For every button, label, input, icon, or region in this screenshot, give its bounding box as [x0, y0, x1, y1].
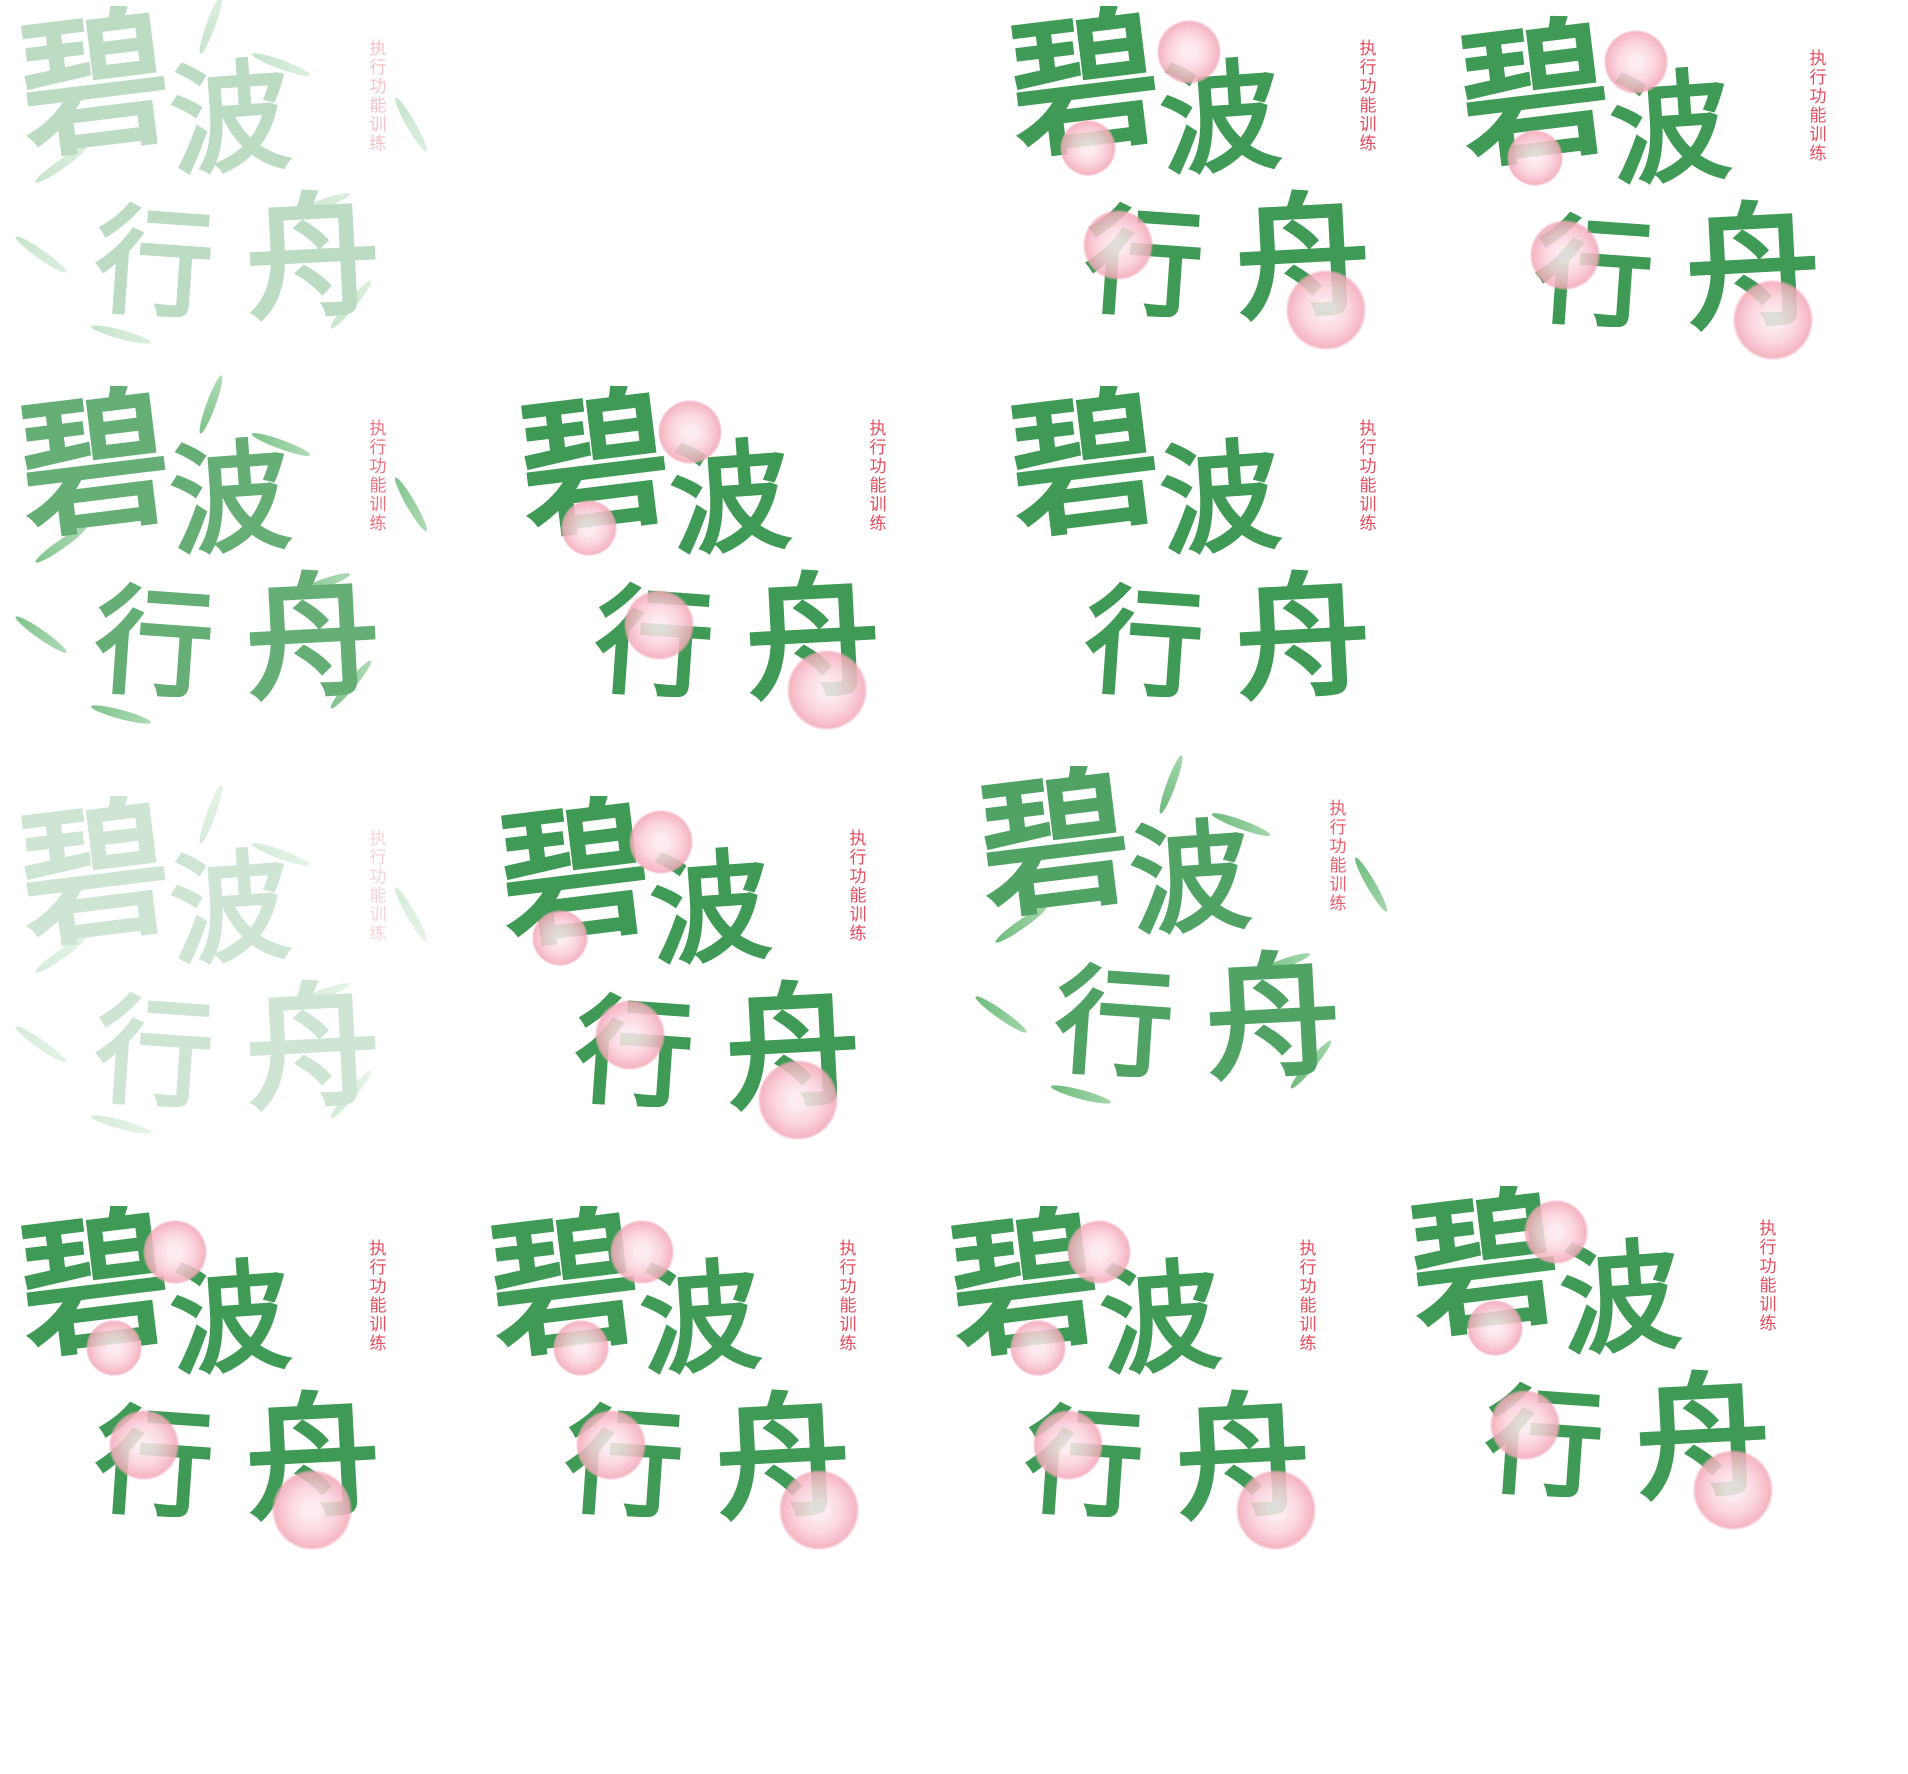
title-char: 行	[1530, 200, 1658, 347]
title-char: 碧	[479, 1188, 651, 1382]
subtitle-caption: 执行功能训练	[1359, 39, 1377, 154]
title-logo-frame-2: 碧波行舟 执行功能训练	[990, 0, 1450, 390]
title-char: 波	[1125, 804, 1255, 955]
bamboo-leaf-icon	[391, 95, 431, 154]
title-logo-frame-5: 碧波行舟 执行功能训练	[500, 368, 960, 770]
title-char: 碧	[9, 368, 181, 562]
bamboo-leaf-icon	[13, 233, 69, 276]
title-char: 波	[645, 834, 775, 985]
title-char: 波	[165, 44, 295, 195]
title-char: 碧	[509, 368, 681, 562]
title-char: 舟	[1230, 554, 1375, 721]
title-logo-frame-3: 碧波行舟 执行功能训练	[1440, 0, 1900, 400]
title-logo-frame-9: 碧波行舟 执行功能训练	[960, 748, 1420, 1150]
bamboo-leaf-icon	[1351, 855, 1391, 914]
title-char: 波	[1605, 54, 1735, 205]
title-char: 舟	[1680, 184, 1825, 351]
title-char: 舟	[720, 964, 865, 1131]
title-char: 碧	[489, 778, 661, 972]
title-char: 行	[1080, 190, 1208, 337]
title-logo-frame-7: 碧波行舟 执行功能训练	[0, 778, 460, 1180]
bamboo-leaf-icon	[13, 1023, 69, 1066]
title-char: 波	[1555, 1224, 1685, 1375]
title-char: 行	[1480, 1370, 1608, 1517]
title-char: 行	[90, 980, 218, 1127]
title-char: 行	[590, 570, 718, 717]
title-char: 碧	[9, 1188, 181, 1382]
bamboo-leaf-icon	[1156, 753, 1186, 816]
title-char: 舟	[240, 964, 385, 1131]
title-char: 碧	[969, 748, 1141, 942]
title-char: 行	[1020, 1390, 1148, 1537]
title-char: 舟	[240, 554, 385, 721]
title-char: 波	[1095, 1244, 1225, 1395]
title-char: 舟	[1230, 174, 1375, 341]
title-char: 舟	[1630, 1354, 1775, 1521]
title-char: 行	[1050, 950, 1178, 1097]
bamboo-leaf-icon	[196, 783, 226, 846]
title-char: 舟	[240, 174, 385, 341]
title-char: 碧	[9, 0, 181, 182]
title-char: 行	[560, 1390, 688, 1537]
subtitle-caption: 执行功能训练	[1759, 1219, 1777, 1334]
title-char: 波	[165, 834, 295, 985]
title-char: 波	[1155, 44, 1285, 195]
title-char: 舟	[240, 1374, 385, 1541]
title-char: 行	[90, 190, 218, 337]
subtitle-caption: 执行功能训练	[1299, 1239, 1317, 1354]
title-char: 舟	[1170, 1374, 1315, 1541]
title-char: 波	[1155, 424, 1285, 575]
title-logo-frame-12: 碧波行舟 执行功能训练	[930, 1188, 1390, 1590]
title-char: 波	[165, 1244, 295, 1395]
title-logo-frame-6: 碧波行舟 执行功能训练	[990, 368, 1450, 770]
subtitle-caption: 执行功能训练	[369, 39, 387, 154]
title-char: 碧	[999, 0, 1171, 182]
title-char: 舟	[1200, 934, 1345, 1101]
title-char: 波	[165, 424, 295, 575]
title-char: 碧	[999, 368, 1171, 562]
title-logo-frame-8: 碧波行舟 执行功能训练	[480, 778, 940, 1180]
title-logo-frame-11: 碧波行舟 执行功能训练	[470, 1188, 930, 1590]
bamboo-leaf-icon	[973, 993, 1029, 1036]
bamboo-leaf-icon	[391, 475, 431, 534]
title-logo-frame-4: 碧波行舟 执行功能训练	[0, 368, 460, 770]
title-char: 波	[665, 424, 795, 575]
title-char: 行	[90, 570, 218, 717]
subtitle-caption: 执行功能训练	[369, 829, 387, 944]
bamboo-leaf-icon	[13, 613, 69, 656]
title-char: 碧	[1399, 1168, 1571, 1362]
subtitle-caption: 执行功能训练	[1359, 419, 1377, 534]
title-logo-frame-10: 碧波行舟 执行功能训练	[0, 1188, 460, 1590]
title-char: 碧	[1449, 0, 1621, 192]
subtitle-caption: 执行功能训练	[369, 1239, 387, 1354]
title-char: 行	[90, 1390, 218, 1537]
title-char: 舟	[740, 554, 885, 721]
bamboo-leaf-icon	[196, 373, 226, 436]
subtitle-caption: 执行功能训练	[839, 1239, 857, 1354]
title-logo-frame-13: 碧波行舟 执行功能训练	[1390, 1168, 1850, 1570]
title-char: 舟	[710, 1374, 855, 1541]
subtitle-caption: 执行功能训练	[369, 419, 387, 534]
bamboo-leaf-icon	[391, 885, 431, 944]
subtitle-caption: 执行功能训练	[849, 829, 867, 944]
title-char: 碧	[939, 1188, 1111, 1382]
title-char: 行	[1080, 570, 1208, 717]
title-char: 波	[635, 1244, 765, 1395]
bamboo-leaf-icon	[196, 0, 226, 56]
title-char: 行	[570, 980, 698, 1127]
subtitle-caption: 执行功能训练	[1809, 49, 1827, 164]
title-logo-frame-1: 碧波行舟 执行功能训练	[0, 0, 460, 390]
subtitle-caption: 执行功能训练	[1329, 799, 1347, 914]
subtitle-caption: 执行功能训练	[869, 419, 887, 534]
title-char: 碧	[9, 778, 181, 972]
